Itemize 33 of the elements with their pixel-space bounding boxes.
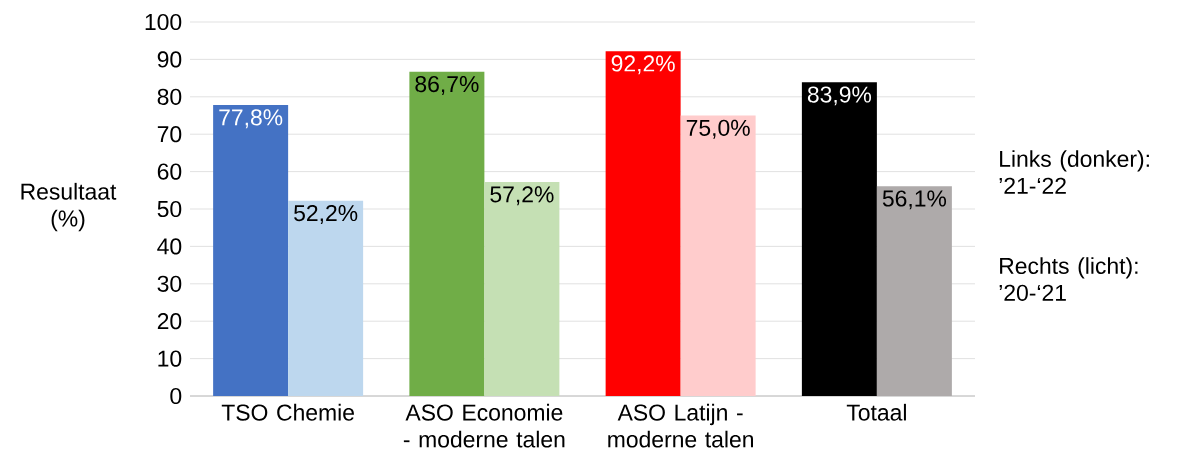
data-label: 92,2% (611, 55, 675, 75)
bar (605, 51, 681, 396)
bar (213, 105, 289, 396)
bar (409, 71, 485, 396)
y-tick-label: 60 (157, 163, 182, 180)
x-tick-label: ASO Latijn - moderne talen (608, 403, 753, 448)
data-label: 57,2% (490, 186, 554, 206)
bar (288, 200, 364, 396)
y-tick-label: 0 (170, 387, 182, 405)
data-label: 56,1% (882, 190, 947, 210)
y-tick-label: 100 (145, 13, 182, 31)
data-label: 75,0% (686, 119, 750, 139)
y-tick-label: 20 (157, 313, 182, 330)
x-tick-label: Totaal (846, 403, 906, 421)
text: Links (donker): ’21-‘22 (999, 150, 1149, 194)
y-tick-label: 70 (157, 126, 182, 143)
y-tick-label: 10 (158, 350, 182, 367)
x-tick-label: TSO Chemie (221, 403, 354, 421)
y-tick-label: 50 (157, 200, 182, 218)
data-label: 77,8% (219, 109, 283, 129)
text: Rechts (licht): ’20-‘21 (999, 257, 1138, 301)
data-label: 86,7% (415, 75, 479, 95)
data-label: 83,9% (807, 86, 872, 106)
y-tick-label: 90 (157, 51, 182, 68)
y-axis-title: Resultaat (%) (21, 182, 117, 232)
bar (801, 82, 877, 396)
y-tick-label: 30 (157, 275, 182, 292)
data-label: 52,2% (294, 204, 358, 224)
bar (680, 115, 756, 396)
bar (484, 182, 560, 396)
y-tick-label: 40 (157, 238, 182, 255)
y-tick-label: 80 (157, 88, 182, 105)
x-tick-label: ASO Economie - moderne talen (403, 403, 565, 448)
